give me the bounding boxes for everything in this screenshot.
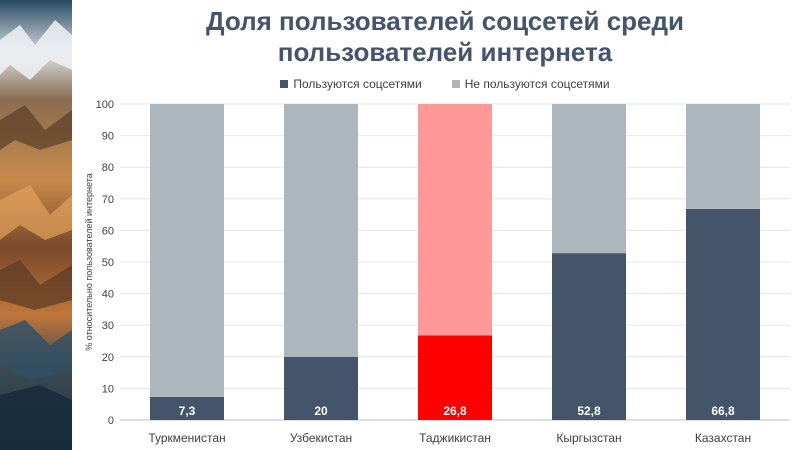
y-tick-label: 100 (96, 99, 114, 111)
bar-non-users (150, 104, 224, 397)
legend-item-users: Пользуются соцсетями (280, 77, 422, 91)
y-tick-label: 30 (102, 320, 114, 332)
x-tick-label: Казахстан (695, 431, 751, 445)
bar-users (552, 253, 626, 420)
legend-label-users: Пользуются соцсетями (293, 77, 422, 91)
y-tick-label: 70 (102, 194, 114, 206)
bar-non-users (418, 104, 492, 336)
data-label: 52,8 (577, 404, 601, 418)
legend-label-non-users: Не пользуются соцсетями (464, 77, 610, 91)
data-label: 66,8 (711, 404, 735, 418)
y-tick-label: 80 (102, 162, 114, 174)
x-tick-label: Кыргызстан (556, 431, 621, 445)
bar-users (686, 208, 760, 420)
legend-swatch-users (280, 80, 289, 88)
chart-title: Доля пользователей соцсетей среди пользо… (206, 6, 684, 67)
data-label: 20 (314, 404, 328, 418)
y-tick-label: 0 (108, 415, 114, 427)
data-label: 26,8 (443, 404, 467, 418)
mountain-landscape-image (0, 0, 72, 450)
legend-item-non-users: Не пользуются соцсетями (451, 77, 610, 91)
y-tick-label: 20 (102, 352, 114, 364)
bar-non-users (552, 104, 626, 254)
y-tick-label: 90 (102, 131, 114, 143)
x-tick-label: Туркменистан (148, 431, 225, 445)
chart-legend: Пользуются соцсетями Не пользуются соцсе… (110, 77, 780, 91)
y-tick-label: 60 (102, 225, 114, 237)
bar-users (418, 335, 492, 420)
bar-users (150, 396, 224, 420)
y-axis-label: % относительно пользователей интернета (84, 173, 94, 350)
legend-swatch-non-users (451, 80, 460, 88)
bar-non-users (284, 104, 358, 357)
bar-non-users (686, 104, 760, 209)
x-tick-label: Узбекистан (290, 431, 352, 445)
bar-users (284, 356, 358, 420)
y-tick-label: 10 (102, 383, 114, 395)
y-tick-label: 40 (102, 289, 114, 301)
x-tick-label: Таджикистан (419, 431, 491, 445)
data-label: 7,3 (179, 404, 196, 418)
y-tick-label: 50 (102, 257, 114, 269)
